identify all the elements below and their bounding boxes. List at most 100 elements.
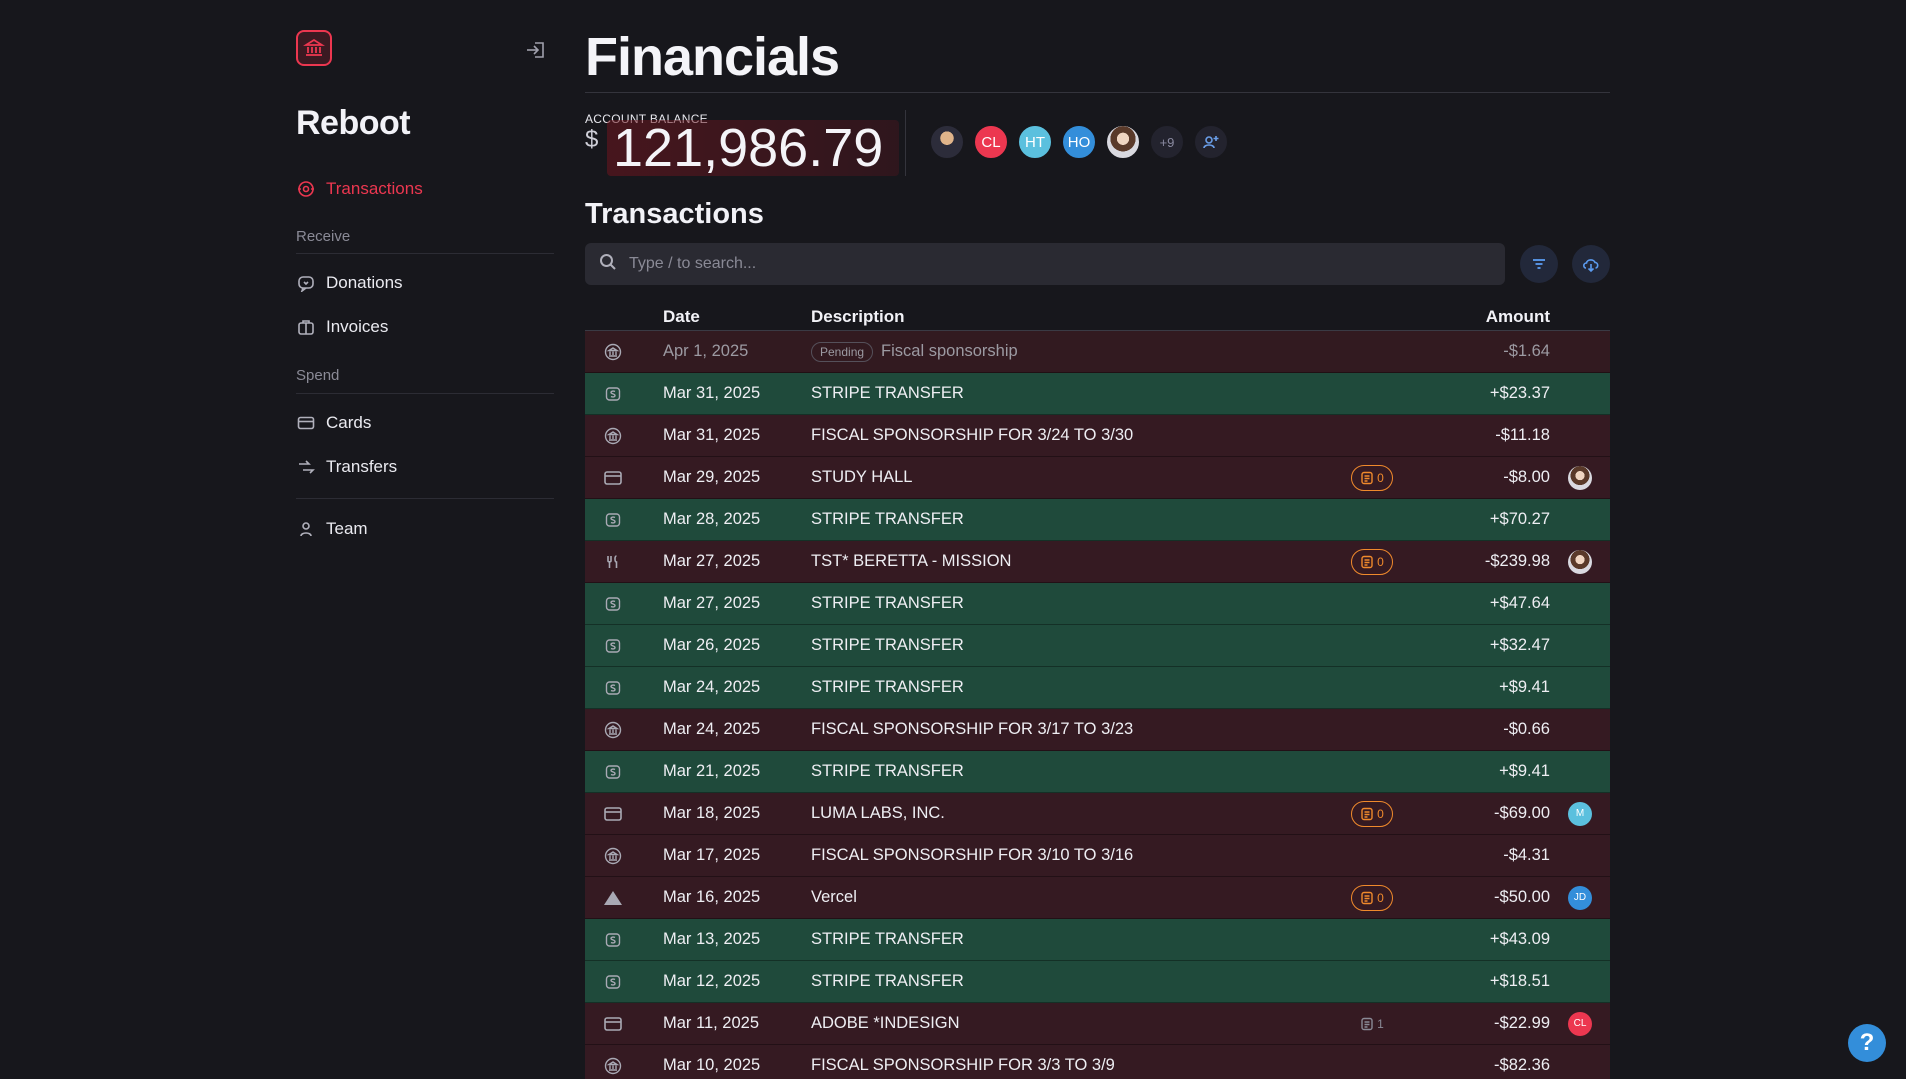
sidebar-item-cards[interactable]: Cards [296, 408, 371, 438]
help-button[interactable]: ? [1848, 1024, 1886, 1062]
transaction-description-cell: STRIPE TRANSFER [811, 594, 1312, 613]
transaction-description: STRIPE TRANSFER [811, 762, 964, 780]
org-name: Reboot [296, 104, 411, 142]
bank-icon [585, 847, 641, 865]
table-row[interactable]: Mar 18, 2025 LUMA LABS, INC. 0 -$69.00 M [585, 793, 1610, 835]
avatar[interactable]: CL [973, 124, 1009, 160]
table-row[interactable]: Mar 13, 2025 STRIPE TRANSFER +$43.09 [585, 919, 1610, 961]
transaction-date: Mar 29, 2025 [663, 468, 761, 486]
donation-icon [296, 273, 316, 293]
receipt-count: 1 [1377, 1016, 1384, 1031]
transaction-date: Mar 27, 2025 [663, 552, 761, 570]
table-row[interactable]: Mar 24, 2025 FISCAL SPONSORSHIP FOR 3/17… [585, 709, 1610, 751]
divider [296, 498, 554, 499]
transaction-date: Mar 17, 2025 [663, 846, 761, 864]
table-row[interactable]: Mar 26, 2025 STRIPE TRANSFER +$32.47 [585, 625, 1610, 667]
invoice-icon [296, 317, 316, 337]
transaction-description: FISCAL SPONSORSHIP FOR 3/10 TO 3/16 [811, 846, 1134, 864]
receipt-badge[interactable]: 0 [1351, 884, 1393, 911]
receipt-badge[interactable]: 1 [1352, 1011, 1392, 1037]
team-avatars: CL HT HO +9 [929, 124, 1229, 160]
transaction-description: STRIPE TRANSFER [811, 636, 964, 654]
column-header-description[interactable]: Description [811, 307, 905, 326]
transfer-icon [296, 457, 316, 477]
column-header-date[interactable]: Date [663, 307, 700, 326]
receipt-count: 0 [1377, 554, 1384, 569]
table-row[interactable]: Mar 27, 2025 STRIPE TRANSFER +$47.64 [585, 583, 1610, 625]
transactions-icon [296, 179, 316, 199]
sidebar-item-invoices[interactable]: Invoices [296, 312, 388, 342]
sign-out-icon[interactable] [524, 38, 548, 62]
receipt-icon [1361, 807, 1373, 820]
table-row[interactable]: Mar 16, 2025 Vercel 0 -$50.00 JD [585, 877, 1610, 919]
sidebar-item-transactions[interactable]: Transactions [296, 174, 423, 204]
avatar[interactable]: JD [1568, 885, 1592, 910]
table-row[interactable]: Mar 31, 2025 FISCAL SPONSORSHIP FOR 3/24… [585, 415, 1610, 457]
avatar[interactable] [929, 124, 965, 160]
transaction-description-cell: FISCAL SPONSORSHIP FOR 3/24 TO 3/30 [811, 426, 1312, 445]
receipt-badge[interactable]: 0 [1351, 800, 1393, 827]
account-balance: 121,986.79 [607, 120, 900, 176]
avatar[interactable] [1105, 124, 1141, 160]
avatar[interactable]: HO [1061, 124, 1097, 160]
more-members-badge[interactable]: +9 [1149, 124, 1185, 160]
transaction-date: Mar 16, 2025 [663, 888, 761, 906]
divider [905, 110, 906, 176]
column-header-amount[interactable]: Amount [1485, 307, 1550, 326]
sidebar: Reboot Transactions Receive Donations In… [296, 0, 554, 1079]
card-icon [585, 469, 641, 487]
cloud-download-icon [1583, 259, 1599, 273]
table-row[interactable]: Mar 31, 2025 STRIPE TRANSFER +$23.37 [585, 373, 1610, 415]
user-cell [1550, 465, 1610, 490]
receipt-badge[interactable]: 0 [1351, 548, 1393, 575]
transaction-description: TST* BERETTA - MISSION [811, 552, 1012, 570]
sidebar-item-team[interactable]: Team [296, 514, 368, 544]
avatar[interactable]: HT [1017, 124, 1053, 160]
avatar[interactable]: CL [1568, 1011, 1592, 1036]
receipt-badge[interactable]: 0 [1351, 464, 1393, 491]
table-row[interactable]: Mar 17, 2025 FISCAL SPONSORSHIP FOR 3/10… [585, 835, 1610, 877]
transaction-amount: +$47.64 [1489, 594, 1550, 612]
card-icon [585, 805, 641, 823]
avatar[interactable] [1568, 549, 1592, 574]
table-row[interactable]: Mar 21, 2025 STRIPE TRANSFER +$9.41 [585, 751, 1610, 793]
table-row[interactable]: Mar 29, 2025 STUDY HALL 0 -$8.00 [585, 457, 1610, 499]
transaction-date: Mar 24, 2025 [663, 678, 761, 696]
search-bar[interactable] [585, 243, 1505, 285]
table-row[interactable]: Apr 1, 2025 Pending Fiscal sponsorship -$… [585, 331, 1610, 373]
table-row[interactable]: Mar 10, 2025 FISCAL SPONSORSHIP FOR 3/3 … [585, 1045, 1610, 1079]
transaction-description: Fiscal sponsorship [881, 342, 1018, 360]
transaction-description-cell: FISCAL SPONSORSHIP FOR 3/17 TO 3/23 [811, 720, 1312, 739]
sidebar-item-transfers[interactable]: Transfers [296, 452, 397, 482]
receipt-icon [1361, 1017, 1373, 1030]
avatar[interactable] [1568, 465, 1592, 490]
avatar[interactable]: M [1568, 801, 1592, 826]
transaction-description: STRIPE TRANSFER [811, 510, 964, 528]
status-badge: Pending [811, 341, 874, 362]
transaction-date: Mar 31, 2025 [663, 426, 761, 444]
transaction-description-cell: STUDY HALL [811, 468, 1312, 487]
receipt-cell: 0 [1312, 464, 1432, 491]
export-button[interactable] [1572, 245, 1610, 283]
user-cell [1550, 549, 1610, 574]
receipt-icon [1361, 891, 1373, 904]
transaction-description-cell: LUMA LABS, INC. [811, 804, 1312, 823]
search-input[interactable] [629, 255, 1489, 273]
filter-button[interactable] [1520, 245, 1558, 283]
transaction-amount: -$8.00 [1503, 468, 1550, 486]
transaction-amount: -$69.00 [1494, 804, 1550, 822]
table-row[interactable]: Mar 24, 2025 STRIPE TRANSFER +$9.41 [585, 667, 1610, 709]
table-row[interactable]: Mar 11, 2025 ADOBE *INDESIGN 1 -$22.99 C… [585, 1003, 1610, 1045]
sidebar-item-label: Invoices [326, 317, 389, 336]
org-logo-icon[interactable] [296, 30, 332, 66]
sidebar-item-label: Transactions [326, 179, 423, 198]
table-row[interactable]: Mar 27, 2025 TST* BERETTA - MISSION 0 -$… [585, 541, 1610, 583]
table-row[interactable]: Mar 12, 2025 STRIPE TRANSFER +$18.51 [585, 961, 1610, 1003]
user-cell: CL [1550, 1011, 1610, 1036]
add-member-button[interactable] [1193, 124, 1229, 160]
sidebar-item-donations[interactable]: Donations [296, 268, 403, 298]
table-row[interactable]: Mar 28, 2025 STRIPE TRANSFER +$70.27 [585, 499, 1610, 541]
transaction-description: STRIPE TRANSFER [811, 678, 964, 696]
transaction-amount: +$9.41 [1499, 678, 1550, 696]
team-icon [296, 519, 316, 539]
